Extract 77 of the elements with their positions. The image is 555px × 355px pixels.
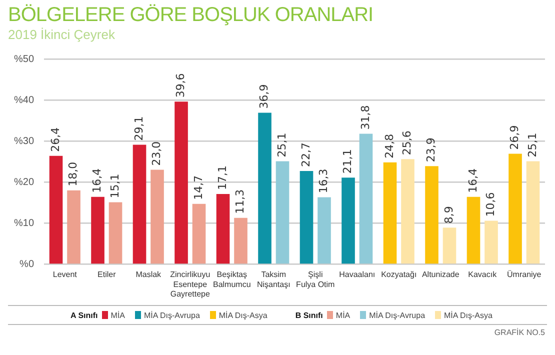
x-tick-label: Beşiktaş Balmumcu (212, 270, 251, 289)
bar (276, 161, 290, 264)
data-label: 26,9 (508, 125, 522, 150)
bar (216, 194, 230, 264)
bar (359, 134, 373, 264)
text: B Sınıfı (295, 310, 323, 320)
x-tick-label: Havaalanı (339, 270, 376, 280)
bar (132, 144, 146, 264)
bar (49, 156, 63, 264)
legend-label: MİA Dış-Avrupa (369, 310, 426, 320)
y-tick-label: %10 (14, 218, 34, 229)
x-tick-label: Maslak (136, 270, 162, 280)
x-tick-label: Taksim Nişantaşı (256, 270, 290, 289)
data-label: 22,7 (299, 142, 312, 168)
x-tick-label: Zincirlikuyu Esentepe Gayrettepe (170, 270, 210, 298)
data-label: 26,4 (48, 127, 62, 152)
data-label: 25,1 (275, 132, 288, 158)
x-tick-label: Levent (52, 270, 78, 280)
x-tick-label: Şişli Fulya Otim (296, 270, 336, 289)
y-tick-label: %20 (14, 176, 34, 188)
y-tick-label: %30 (14, 136, 34, 147)
chart-subtitle: 2019 İkinci Çeyrek (8, 27, 116, 43)
bar (174, 102, 188, 264)
text: GRAFİK NO.5 (493, 328, 545, 337)
data-label: 15,1 (108, 174, 122, 198)
x-tick-label: Kozyatağı (381, 270, 417, 280)
legend-label: MİA (110, 310, 126, 320)
data-label: 23,0 (150, 141, 164, 166)
legend-label: MİA (336, 310, 350, 320)
legend-label: MİA Dış-Asya (444, 310, 492, 320)
bar (401, 159, 414, 264)
bar (108, 202, 122, 264)
data-label: 10,6 (484, 192, 498, 217)
data-label: 23,9 (424, 138, 438, 162)
data-label: 11,3 (234, 189, 247, 214)
bar (442, 228, 456, 264)
data-label: 21,1 (341, 149, 354, 174)
bar (192, 204, 206, 264)
y-tick-label: %50 (14, 54, 34, 65)
bar (258, 112, 272, 264)
bar (300, 171, 314, 264)
data-label: 25,6 (400, 130, 414, 156)
data-label: 14,7 (192, 175, 205, 200)
data-label: 29,1 (132, 116, 146, 141)
data-label: 18,0 (66, 162, 80, 186)
text: A Sınıfı (70, 310, 98, 320)
data-label: 16,4 (90, 168, 104, 193)
data-label: 36,9 (258, 84, 271, 109)
data-label: 31,8 (358, 105, 372, 130)
bar (91, 196, 104, 264)
x-tick-label: Ümraniye (507, 270, 542, 280)
data-label: 24,8 (382, 134, 396, 158)
data-label: 16,3 (317, 168, 330, 194)
y-tick-label: %40 (14, 94, 34, 106)
y-tick-label: %0 (20, 258, 34, 270)
bar (383, 162, 397, 264)
chart-title: BÖLGELERE GÖRE BOŞLUK ORANLARI (8, 4, 374, 27)
data-label: 17,1 (216, 166, 229, 190)
legend-label: MİA Dış-Asya (218, 310, 268, 320)
x-tick-label: Etiler (98, 270, 116, 280)
bar (466, 196, 480, 264)
x-tick-label: Altunizade (422, 270, 460, 280)
data-label: 25,1 (526, 132, 539, 158)
data-label: 8,9 (442, 206, 456, 224)
bar (318, 197, 331, 264)
bar (508, 154, 522, 264)
x-tick-label: Kavacık (468, 270, 498, 280)
data-label: 16,4 (466, 168, 480, 193)
bar (67, 190, 80, 264)
bar (150, 170, 164, 264)
bar (234, 218, 248, 264)
data-label: 39,6 (174, 73, 188, 98)
legend-label: MİA Dış-Avrupa (144, 310, 200, 320)
bar (484, 220, 498, 264)
bar (342, 178, 355, 264)
bar (526, 161, 540, 264)
bar (425, 166, 438, 264)
